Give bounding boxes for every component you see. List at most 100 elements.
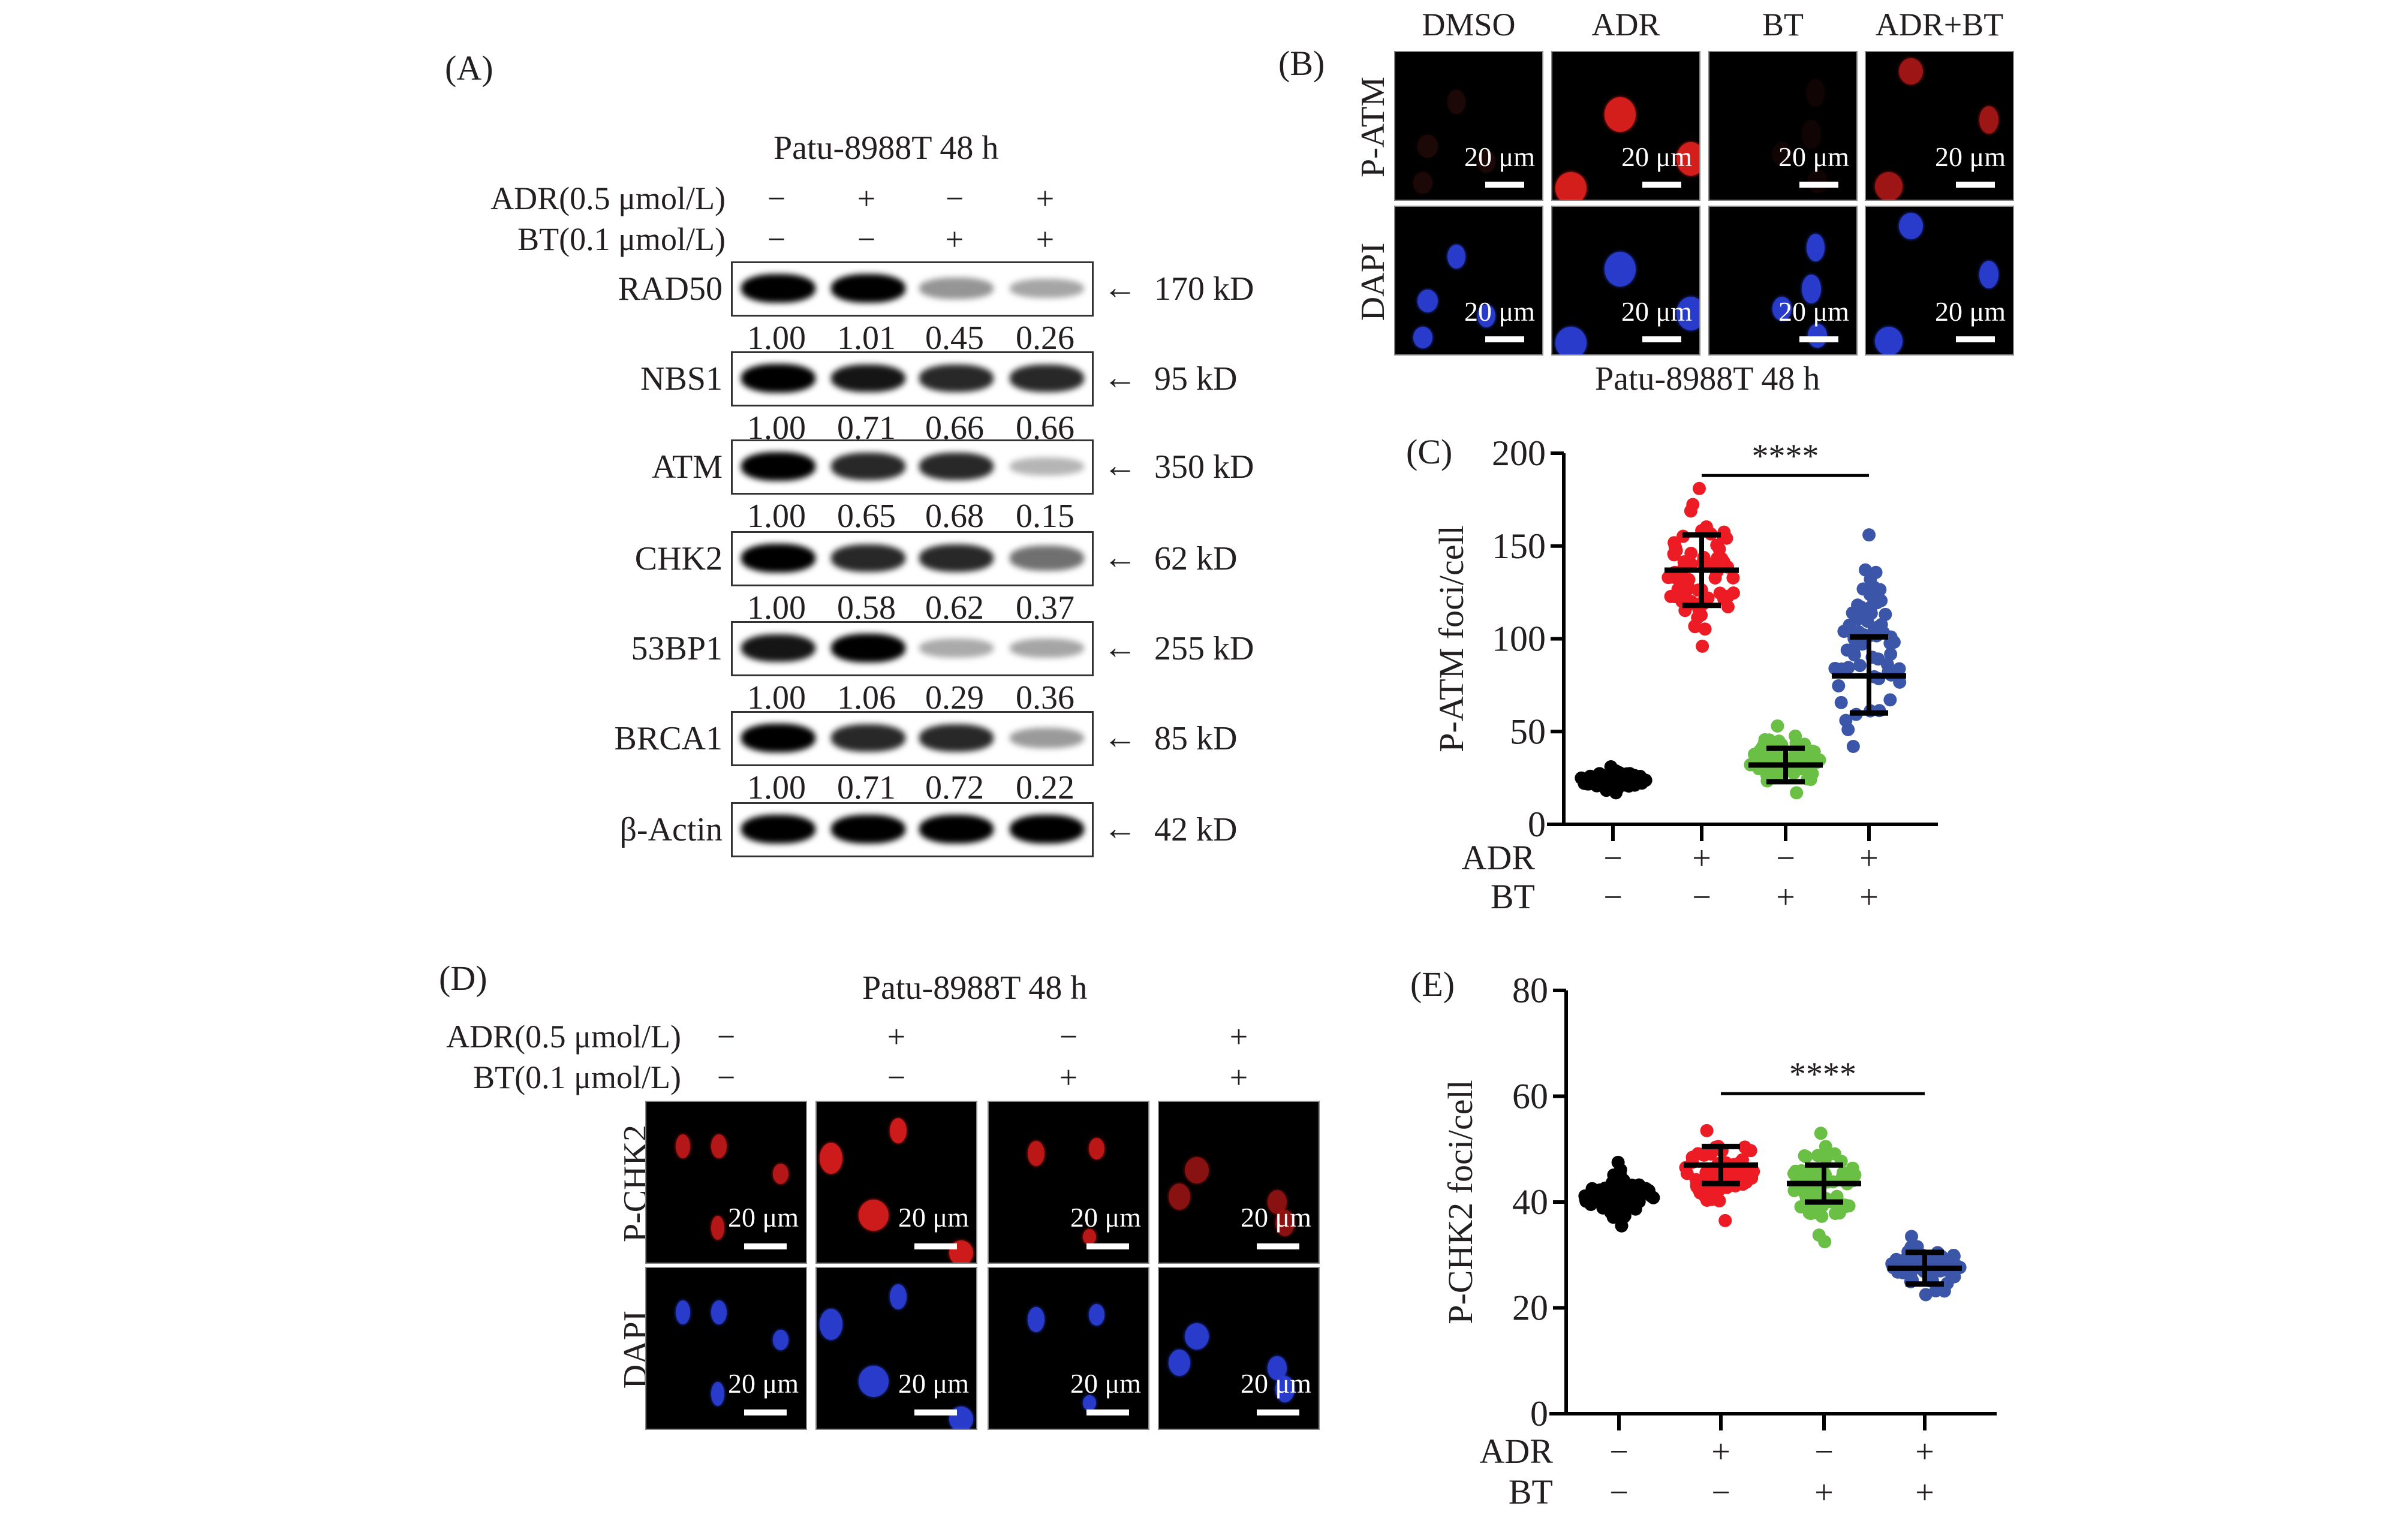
data-point [1789,1164,1802,1178]
band-quantification: 0.58 [837,589,896,627]
treatment-sign: − [945,180,964,216]
nucleus [1676,142,1699,176]
panel-e-label: (E) [1410,965,1455,1004]
data-point [1869,565,1883,579]
micrograph: 20 μm [1551,51,1700,201]
arrow-icon: ← [1103,629,1137,666]
data-group-bt [1787,1127,1862,1249]
band-quantification: 0.22 [1016,769,1074,806]
protein-band [831,724,905,752]
protein-band [831,364,905,393]
nucleus [1772,297,1792,321]
data-point [1846,740,1860,754]
scale-bar [1257,1243,1299,1250]
protein-label: RAD50 [618,270,723,308]
micrograph: 20 μm [1865,206,2014,356]
band-quantification: 1.06 [837,679,896,716]
nucleus [711,1134,727,1159]
nucleus [1185,1323,1209,1350]
adr-sign: − [1609,1433,1629,1471]
scale-bar-label: 20 μm [1241,1202,1311,1233]
data-point [1947,1248,1961,1262]
nucleus [1802,274,1822,303]
molecular-weight: 255 kD [1154,630,1254,667]
data-point [1617,1210,1631,1224]
data-point [1859,563,1873,577]
band-quantification: 1.00 [747,679,806,716]
nucleus [1417,289,1438,312]
treatment-sign: + [1229,1019,1248,1055]
treatment-sign: − [717,1059,736,1095]
row-label-adr: ADR [1462,838,1536,877]
scale-bar [914,1409,957,1416]
band-quantification: 1.01 [837,320,896,357]
nucleus [1027,1307,1045,1333]
data-point [1692,481,1706,495]
scale-bar-label: 20 μm [1070,1202,1141,1233]
nucleus [772,1164,788,1185]
treatment-sign: + [1036,180,1055,216]
nucleus [820,1143,843,1174]
y-tick-label: 200 [1492,433,1546,473]
column-header: DMSO [1422,7,1516,43]
band-quantification: 0.29 [925,679,984,716]
micrograph: 20 μm [1551,206,1700,356]
data-point [1819,1140,1832,1153]
nucleus [1275,1375,1295,1402]
nucleus [1477,304,1495,327]
protein-label: CHK2 [634,540,723,577]
molecular-weight: 62 kD [1154,540,1238,577]
treatment-sign: + [887,1019,906,1055]
data-point [1931,1254,1945,1267]
adr-sign: − [1603,840,1623,877]
nucleus [1027,1141,1045,1167]
micrograph: 20 μm [1158,1101,1320,1264]
data-point [1789,729,1802,743]
band-quantification: 0.45 [925,320,984,357]
treatment-sign: − [887,1059,906,1095]
arrow-icon: ← [1103,810,1137,847]
arrow-icon: ← [1103,539,1137,576]
bt-sign: − [1711,1474,1730,1511]
blot-image [731,621,1094,676]
data-point [1790,786,1804,800]
y-axis-label: P-ATM foci/cell [1432,525,1471,752]
column-header: BT [1762,7,1804,43]
protein-band [919,278,994,299]
micrograph: 20 μm [988,1267,1149,1430]
data-group-dmso [1578,1155,1660,1233]
nucleus [675,1134,690,1159]
scale-bar [1799,336,1839,342]
protein-band [919,544,994,572]
nucleus [1089,1137,1105,1159]
scale-bar-label: 20 μm [1070,1368,1141,1399]
molecular-weight: 42 kD [1154,811,1238,848]
data-point [1837,625,1851,638]
data-point [1862,528,1876,542]
data-point [1879,607,1892,621]
treatment-sign: + [857,180,876,216]
nucleus [1979,261,1999,288]
scale-bar [744,1243,787,1250]
nucleus [1676,297,1699,330]
nucleus [1874,327,1903,354]
scale-bar-label: 20 μm [1621,296,1692,327]
nucleus [1806,234,1825,261]
scale-bar [1799,182,1839,188]
scale-bar-label: 20 μm [1464,296,1535,327]
micrograph: 20 μm [645,1101,807,1264]
data-point [1708,1168,1722,1182]
micrograph: 20 μm [1394,51,1543,201]
nucleus [1169,1350,1191,1376]
row-label-adr: ADR [1480,1432,1554,1471]
data-point [1727,1169,1741,1183]
treatment-sign: − [1059,1019,1078,1055]
protein-label: BRCA1 [614,720,723,757]
bt-sign: − [1692,879,1711,916]
bt-sign: + [1776,879,1795,916]
nucleus [1185,1157,1209,1184]
arrow-icon: ← [1103,447,1137,484]
bt-sign: − [1603,879,1623,916]
nucleus [1555,172,1587,200]
y-tick-label: 60 [1512,1077,1548,1116]
